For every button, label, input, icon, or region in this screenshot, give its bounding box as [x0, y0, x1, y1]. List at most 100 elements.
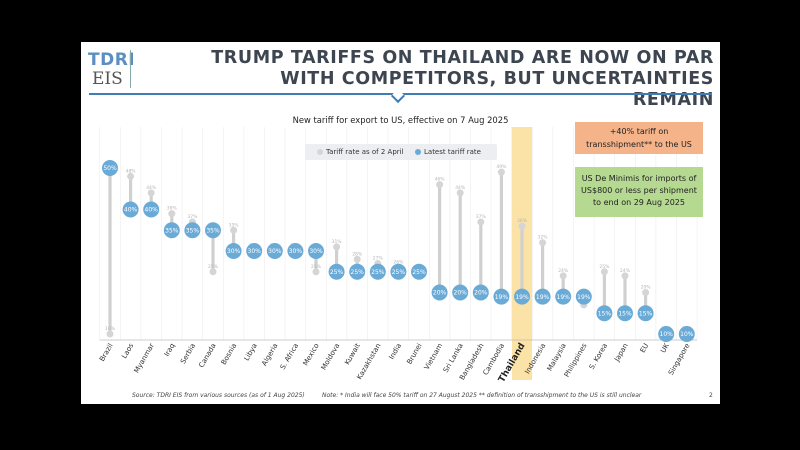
- latest-point: [514, 288, 530, 305]
- category-label: Japan: [613, 342, 630, 364]
- slide: TDRI EIS TRUMP TARIFFS ON THAILAND ARE N…: [81, 42, 720, 404]
- april-point: [106, 330, 114, 338]
- april-data-label: 27%: [373, 255, 384, 261]
- latest-point: [555, 288, 572, 305]
- latest-point: [122, 201, 139, 218]
- latest-data-label: 30%: [268, 248, 282, 255]
- april-data-label: 49%: [496, 164, 507, 170]
- april-data-label: 32%: [538, 235, 549, 241]
- latest-data-label: 35%: [186, 227, 200, 234]
- april-point: [642, 289, 650, 296]
- category-label: Laos: [120, 342, 135, 360]
- transshipment-callout: +40% tariff on transshipment** to the US: [575, 122, 703, 154]
- latest-point: [246, 243, 263, 259]
- latest-data-label: 25%: [371, 269, 385, 276]
- latest-point: [658, 326, 675, 342]
- latest-point: [308, 243, 324, 259]
- latest-point: [617, 305, 633, 322]
- category-label: Moldova: [320, 342, 342, 371]
- april-point: [230, 226, 238, 234]
- april-point: [518, 222, 526, 230]
- category-label: Mexico: [302, 342, 321, 367]
- april-point: [621, 272, 629, 280]
- latest-data-label: 19%: [515, 294, 529, 301]
- april-data-label: 20%: [641, 285, 652, 291]
- latest-data-label: 20%: [474, 290, 488, 297]
- april-data-label: 46%: [435, 177, 446, 183]
- title-line-2: WITH COMPETITORS, BUT UNCERTAINTIES REMA…: [280, 69, 714, 110]
- category-label: S. Korea: [588, 342, 609, 371]
- april-data-label: 25%: [208, 264, 219, 270]
- latest-point: [349, 263, 366, 280]
- latest-data-label: 35%: [206, 227, 220, 234]
- category-label: Sri Lanka: [442, 342, 465, 374]
- de-minimis-line-2: US$800 or less per shipment: [581, 186, 697, 195]
- april-point: [168, 210, 176, 218]
- category-label: Serbia: [179, 342, 197, 365]
- latest-data-label: 19%: [536, 294, 550, 301]
- legend-latest-dot-icon: [415, 149, 421, 155]
- de-minimis-line-1: US De Minimis for imports of: [581, 174, 697, 183]
- latest-point: [452, 284, 469, 301]
- latest-data-label: 30%: [309, 248, 323, 255]
- logo-divider: [130, 50, 131, 88]
- april-data-label: 36%: [517, 218, 528, 224]
- latest-data-label: 19%: [495, 294, 509, 301]
- latest-data-label: 19%: [557, 294, 571, 301]
- category-label: Algeria: [260, 342, 279, 367]
- latest-data-label: 25%: [330, 269, 344, 276]
- title-line-1: TRUMP TARIFFS ON THAILAND ARE NOW ON PAR: [211, 48, 714, 68]
- april-data-label: 39%: [167, 206, 178, 212]
- chart-legend: Tariff rate as of 2 April Latest tariff …: [305, 144, 497, 160]
- april-data-label: 44%: [455, 185, 466, 191]
- latest-data-label: 30%: [289, 248, 303, 255]
- latest-point: [493, 288, 510, 305]
- category-label: Malaysia: [546, 342, 568, 372]
- chart-title: New tariff for export to US, effective o…: [292, 115, 509, 125]
- april-data-label: 48%: [126, 168, 137, 174]
- transshipment-line-2: transshipment** to the US: [586, 140, 692, 149]
- latest-point: [637, 305, 654, 322]
- latest-point: [575, 288, 592, 305]
- latest-data-label: 10%: [680, 331, 694, 338]
- latest-data-label: 15%: [598, 310, 612, 317]
- latest-data-label: 25%: [351, 269, 365, 276]
- category-label: Iraq: [163, 342, 177, 358]
- latest-point: [431, 284, 448, 301]
- category-label: Myanmar: [133, 342, 156, 375]
- legend-april-label: Tariff rate as of 2 April: [326, 148, 404, 156]
- latest-point: [287, 243, 304, 259]
- april-point: [127, 172, 135, 180]
- category-label: Bosnia: [220, 342, 239, 366]
- april-data-label: 24%: [620, 268, 631, 274]
- latest-point: [472, 284, 489, 301]
- category-label: Brazil: [98, 342, 115, 363]
- april-data-label: 26%: [393, 260, 404, 266]
- legend-latest-label: Latest tariff rate: [424, 148, 481, 156]
- latest-data-label: 25%: [392, 269, 406, 276]
- april-data-label: 31%: [332, 239, 343, 245]
- latest-data-label: 30%: [227, 248, 241, 255]
- april-point: [333, 243, 341, 251]
- april-data-label: 24%: [558, 268, 569, 274]
- latest-data-label: 30%: [248, 248, 262, 255]
- latest-data-label: 15%: [639, 310, 653, 317]
- april-data-label: 37%: [187, 214, 198, 220]
- april-data-label: 28%: [352, 251, 363, 257]
- category-label: EU: [639, 342, 651, 354]
- latest-point: [163, 222, 180, 239]
- april-point: [477, 218, 485, 226]
- april-point: [147, 189, 155, 197]
- april-point: [600, 268, 608, 276]
- transshipment-line-1: +40% tariff on: [609, 127, 669, 136]
- latest-data-label: 35%: [165, 227, 179, 234]
- april-data-label: 35%: [229, 222, 240, 228]
- latest-point: [369, 263, 386, 280]
- latest-data-label: 50%: [103, 165, 117, 172]
- april-point: [539, 239, 547, 247]
- logo-tdri: TDRI: [88, 50, 136, 70]
- logo-eis: EIS: [92, 69, 123, 89]
- latest-data-label: 20%: [454, 290, 468, 297]
- category-label: India: [388, 342, 404, 361]
- source-note: Source: TDRI EIS from various sources (a…: [132, 392, 305, 399]
